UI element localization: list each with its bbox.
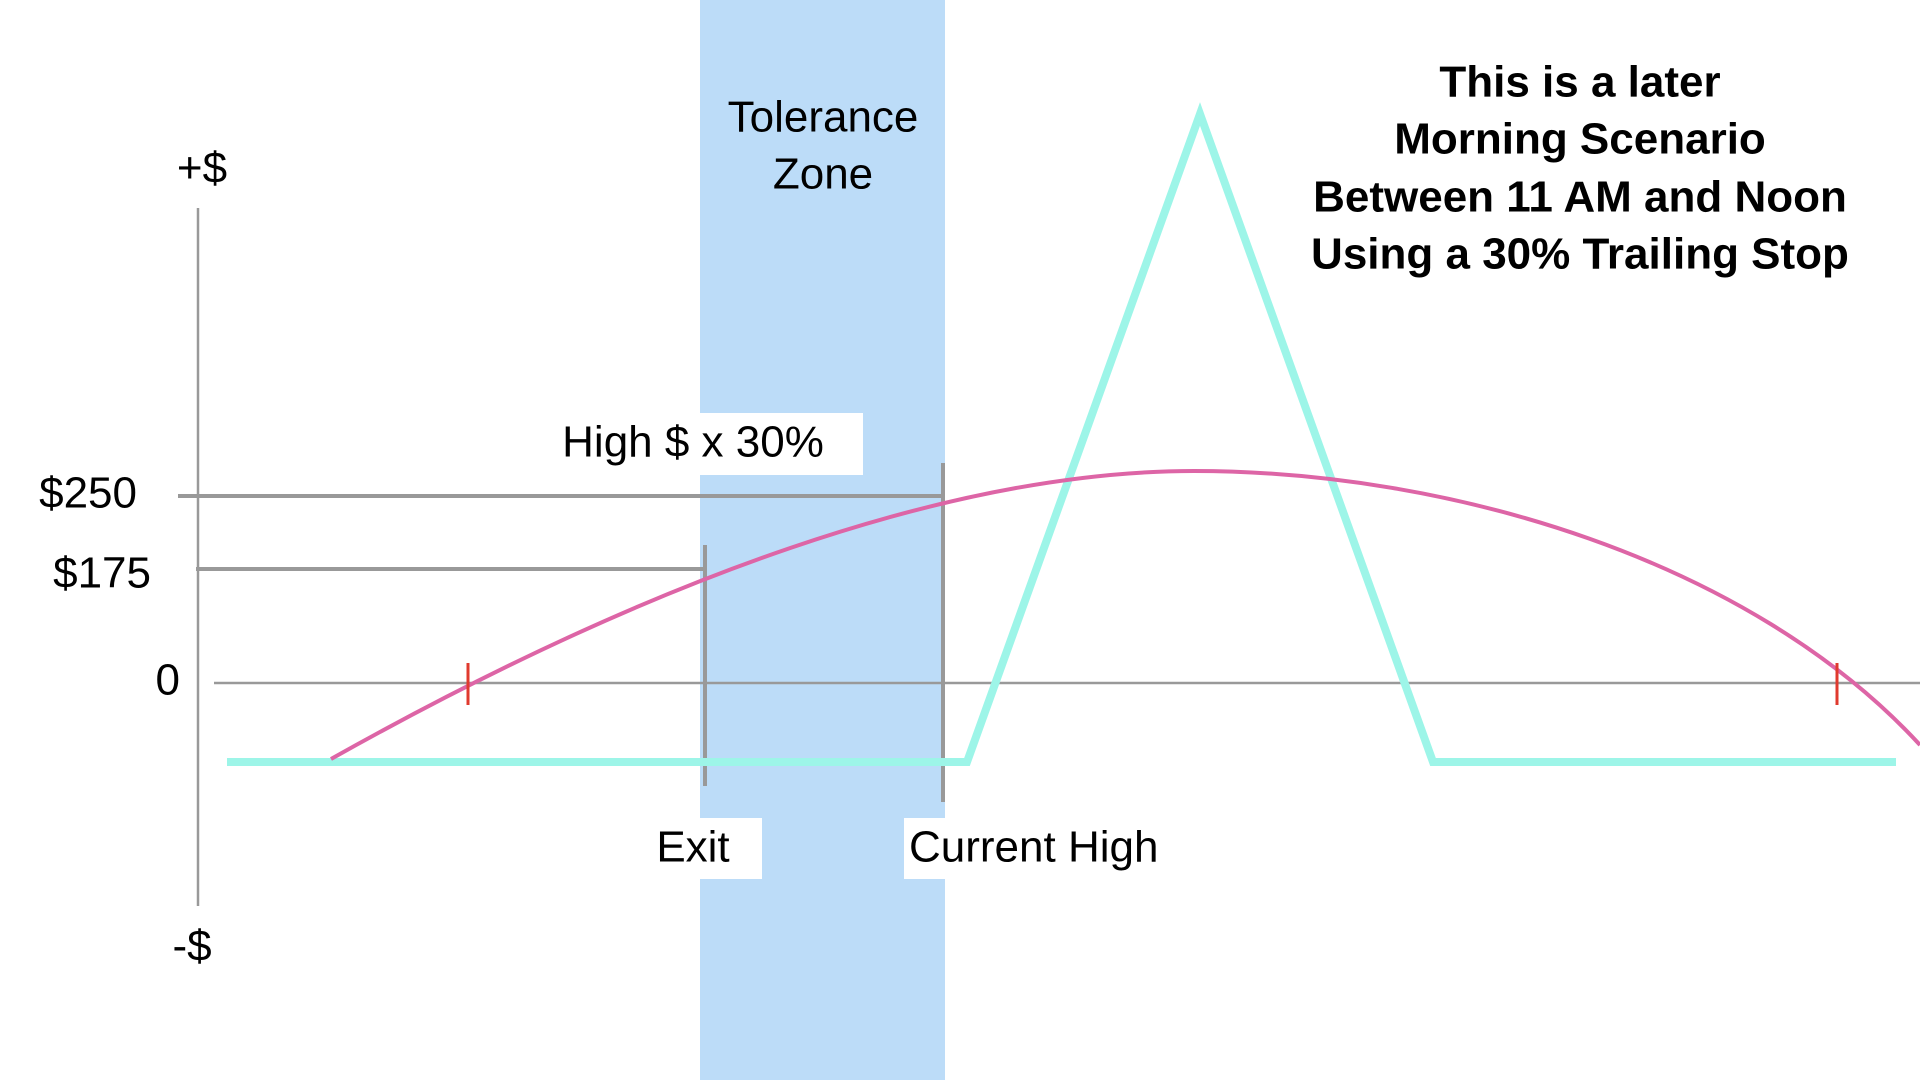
exit-label: Exit [656, 823, 729, 872]
tick-label: $250 [39, 469, 137, 518]
axis-bottom-label: -$ [172, 922, 211, 971]
title-line: Using a 30% Trailing Stop [1311, 230, 1849, 279]
label-box [535, 413, 863, 475]
zone-label: Tolerance [728, 93, 919, 142]
axis-top-label: +$ [177, 144, 227, 193]
current-high-label: Current High [909, 823, 1158, 872]
title-line: Between 11 AM and Noon [1313, 173, 1847, 222]
title-line: Morning Scenario [1394, 115, 1766, 164]
tick-label: 0 [156, 656, 180, 705]
title-line: This is a later [1439, 58, 1720, 107]
label-box [904, 818, 945, 879]
annotation: High $ x 30% [562, 418, 824, 467]
zone-label: Zone [773, 150, 873, 199]
profit-curve [330, 468, 1920, 761]
tick-label: $175 [53, 549, 151, 598]
price-line [227, 102, 1896, 766]
label-box [645, 818, 762, 879]
tolerance-zone [700, 0, 945, 1080]
